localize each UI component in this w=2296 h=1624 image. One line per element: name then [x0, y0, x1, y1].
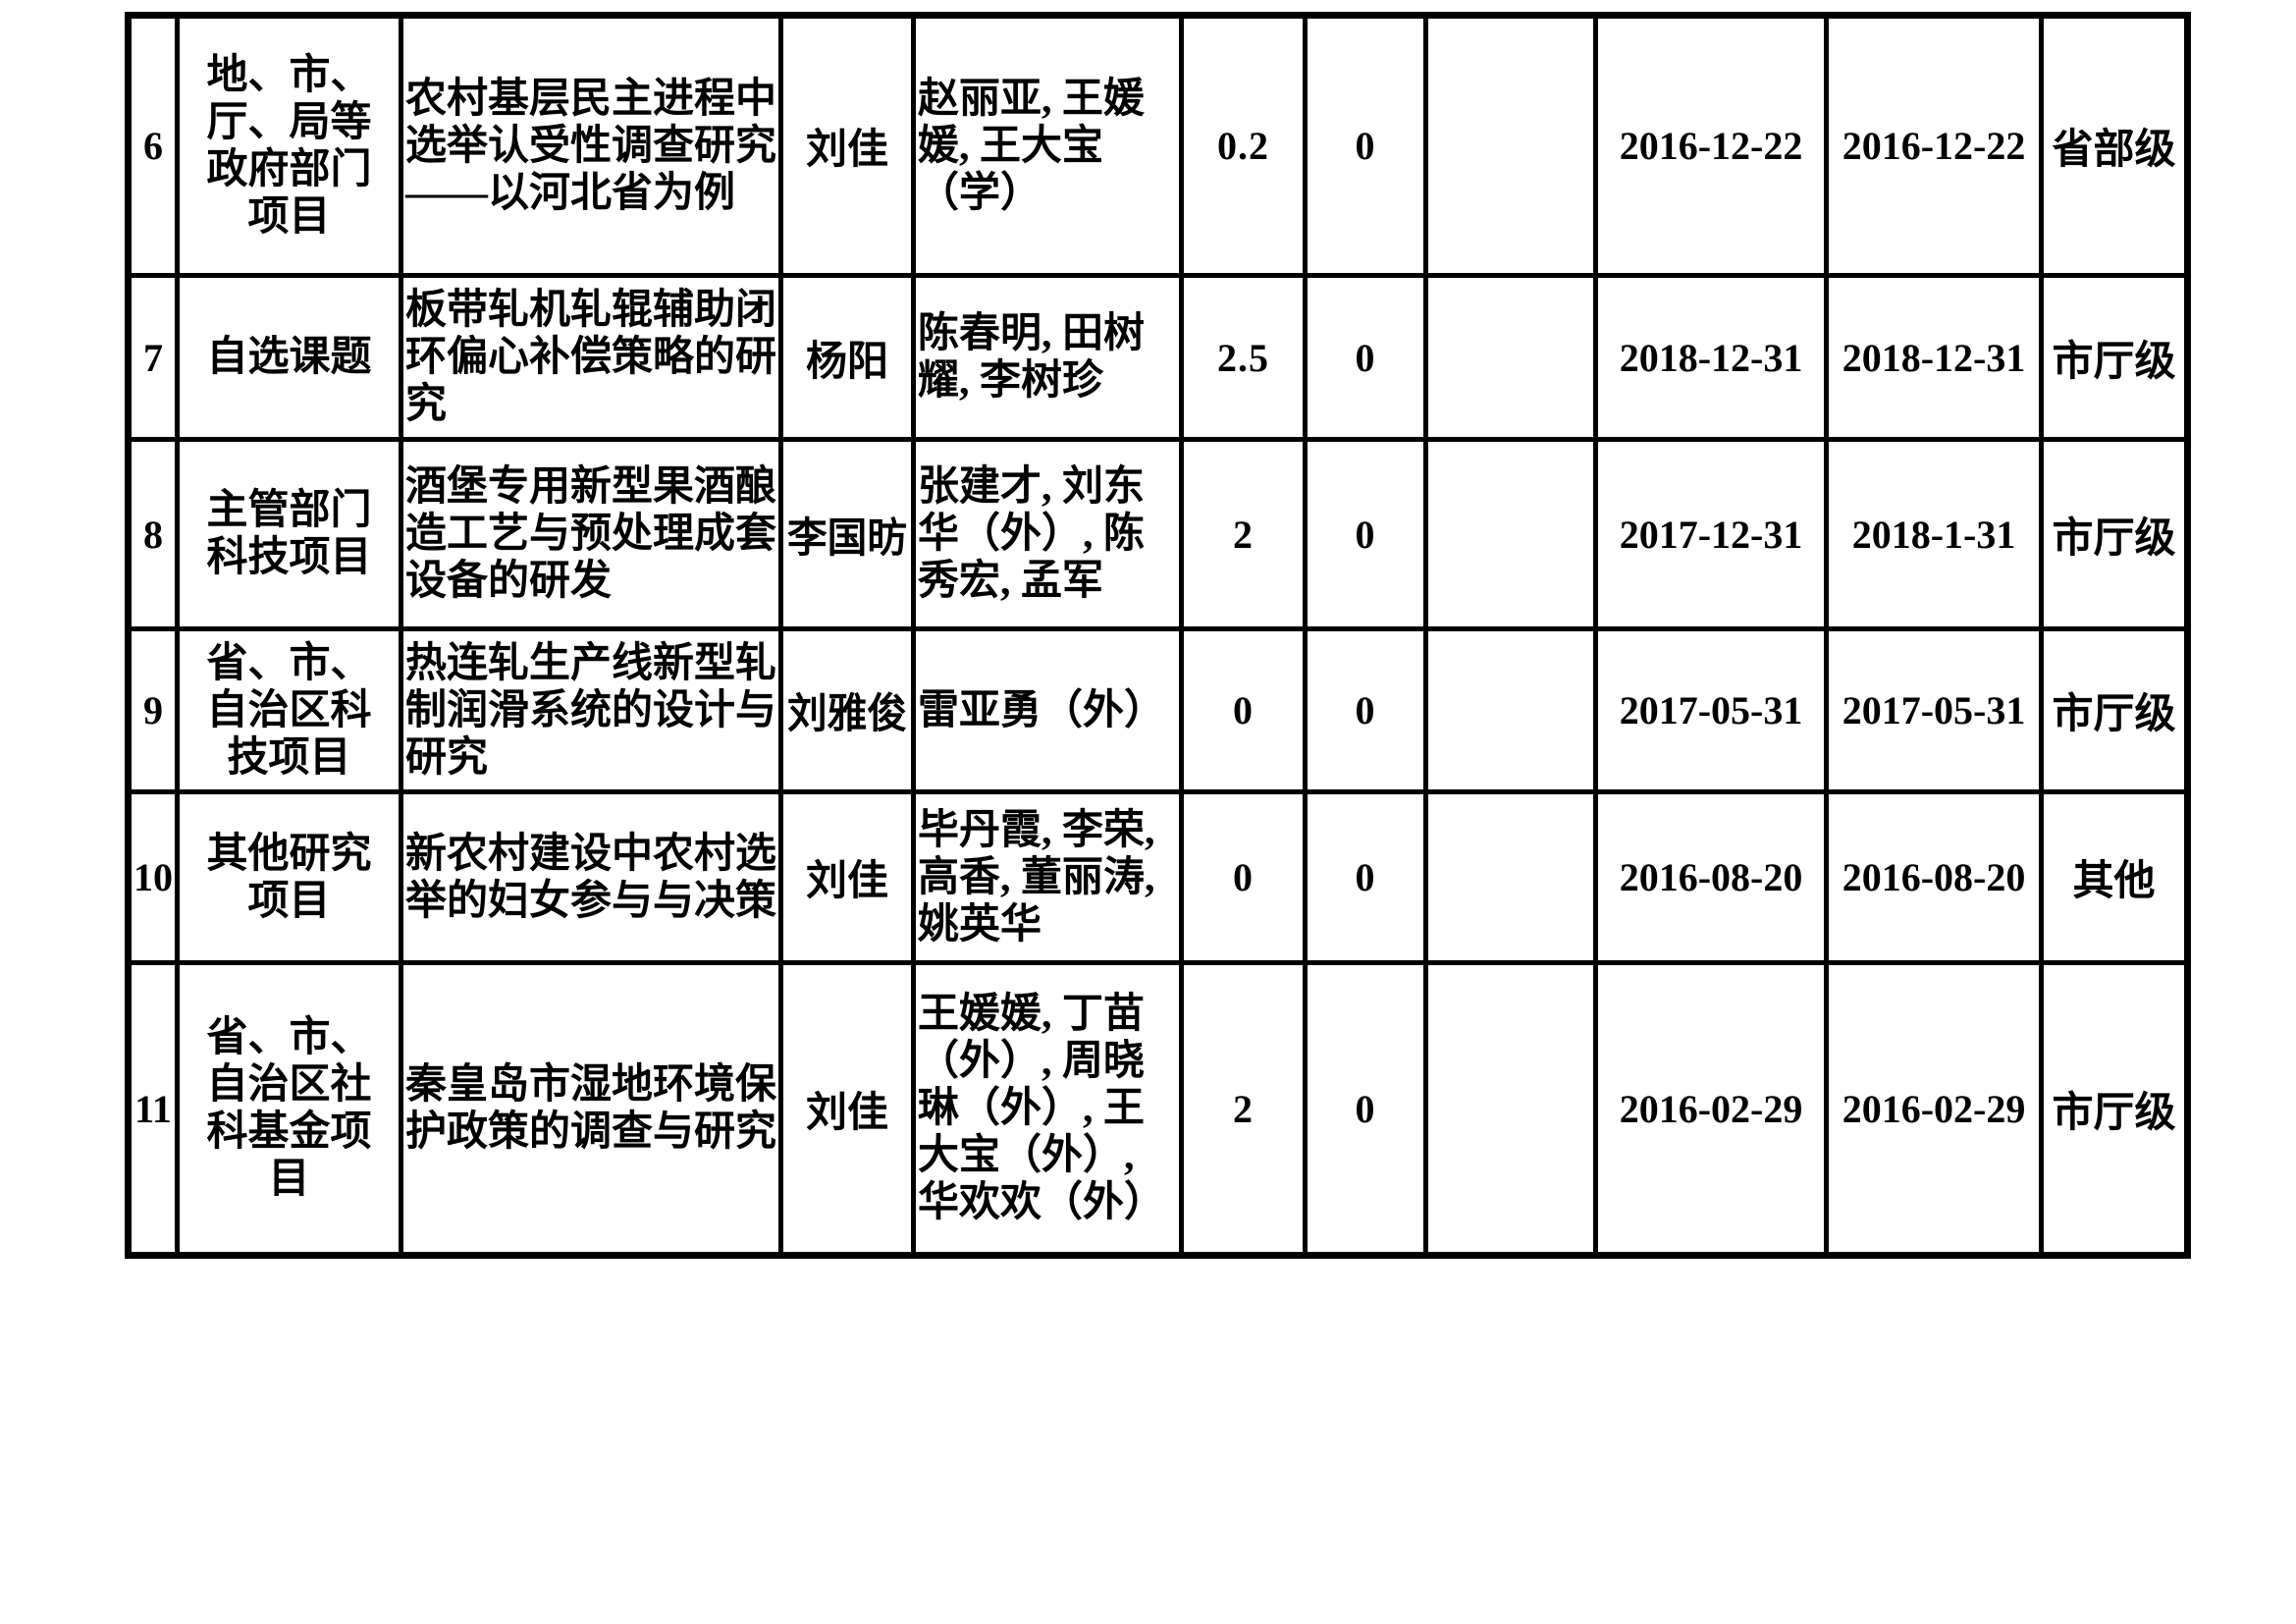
- category-text: 其他研究项目: [206, 831, 372, 924]
- cell-date-end: 2017-05-31: [1824, 626, 2045, 794]
- cell-value2: 0: [1303, 626, 1429, 794]
- cell-row-number: 9: [126, 626, 180, 794]
- leader-text: 刘佳: [806, 1090, 889, 1136]
- table-row: 7 自选课题 板带轧机轧辊辅助闭环偏心补偿策略的研究 杨阳 陈春明, 田树耀, …: [126, 273, 2191, 442]
- cell-date-start: 2017-05-31: [1593, 626, 1830, 794]
- cell-leader: 刘佳: [777, 789, 917, 965]
- cell-row-number: 8: [126, 437, 180, 631]
- cell-leader: 刘佳: [777, 960, 917, 1258]
- projects-table-grid: 6 地、市、厅、局等政府部门项目 农村基层民主进程中选举认受性调查研究——以河北…: [125, 12, 2192, 1259]
- cell-date-start: 2016-08-20: [1593, 789, 1830, 965]
- cell-funding: 0: [1179, 626, 1308, 794]
- cell-blank: [1423, 626, 1599, 794]
- cell-blank: [1423, 273, 1599, 442]
- leader-text: 杨阳: [806, 339, 889, 385]
- cell-participants: 毕丹霞, 李荣, 高香, 董丽涛, 姚英华: [911, 789, 1185, 965]
- cell-project-category: 主管部门科技项目: [175, 437, 403, 631]
- cell-value2: 0: [1303, 437, 1429, 631]
- cell-blank: [1423, 13, 1599, 278]
- cell-row-number: 10: [126, 789, 180, 965]
- cell-project-category: 自选课题: [175, 273, 403, 442]
- cell-value2: 0: [1303, 273, 1429, 442]
- cell-level: 市厅级: [2039, 626, 2191, 794]
- leader-text: 刘雅俊: [787, 692, 907, 737]
- cell-project-title: 农村基层民主进程中选举认受性调查研究——以河北省为例: [399, 13, 783, 278]
- cell-project-title: 秦皇岛市湿地环境保护政策的调查与研究: [399, 960, 783, 1258]
- cell-date-end: 2018-12-31: [1824, 273, 2045, 442]
- cell-date-end: 2016-08-20: [1824, 789, 2045, 965]
- cell-project-category: 其他研究项目: [175, 789, 403, 965]
- category-text: 自选课题: [206, 335, 372, 380]
- cell-blank: [1423, 789, 1599, 965]
- cell-value2: 0: [1303, 960, 1429, 1258]
- cell-date-start: 2016-02-29: [1593, 960, 1830, 1258]
- cell-row-number: 6: [126, 13, 180, 278]
- cell-blank: [1423, 960, 1599, 1258]
- table-row: 11 省、市、自治区社科基金项目 秦皇岛市湿地环境保护政策的调查与研究 刘佳 王…: [126, 960, 2191, 1258]
- leader-text: 刘佳: [806, 859, 889, 904]
- cell-leader: 刘雅俊: [777, 626, 917, 794]
- cell-value2: 0: [1303, 13, 1429, 278]
- cell-funding: 0: [1179, 789, 1308, 965]
- cell-project-category: 省、市、自治区社科基金项目: [175, 960, 403, 1258]
- cell-date-start: 2018-12-31: [1593, 273, 1830, 442]
- cell-level: 省部级: [2039, 13, 2191, 278]
- category-text: 省、市、自治区科技项目: [206, 640, 372, 781]
- cell-funding: 2: [1179, 960, 1308, 1258]
- cell-project-category: 省、市、自治区科技项目: [175, 626, 403, 794]
- cell-value2: 0: [1303, 789, 1429, 965]
- cell-project-title: 酒堡专用新型果酒酿造工艺与预处理成套设备的研发: [399, 437, 783, 631]
- table-row: 8 主管部门科技项目 酒堡专用新型果酒酿造工艺与预处理成套设备的研发 李国昉 张…: [126, 437, 2191, 631]
- projects-table: 6 地、市、厅、局等政府部门项目 农村基层民主进程中选举认受性调查研究——以河北…: [125, 12, 2192, 1259]
- category-text: 省、市、自治区社科基金项目: [206, 1015, 372, 1202]
- cell-funding: 2.5: [1179, 273, 1308, 442]
- cell-project-title: 热连轧生产线新型轧制润滑系统的设计与研究: [399, 626, 783, 794]
- leader-text: 刘佳: [806, 128, 889, 173]
- category-text: 地、市、厅、局等政府部门项目: [206, 52, 372, 240]
- cell-date-end: 2018-1-31: [1824, 437, 2045, 631]
- table-row: 10 其他研究项目 新农村建设中农村选举的妇女参与与决策 刘佳 毕丹霞, 李荣,…: [126, 789, 2191, 965]
- leader-text: 李国昉: [787, 515, 907, 562]
- table-row: 6 地、市、厅、局等政府部门项目 农村基层民主进程中选举认受性调查研究——以河北…: [126, 13, 2191, 278]
- cell-participants: 雷亚勇（外）: [911, 626, 1185, 794]
- cell-project-title: 板带轧机轧辊辅助闭环偏心补偿策略的研究: [399, 273, 783, 442]
- cell-participants: 王媛媛, 丁苗（外）, 周晓琳（外）, 王大宝（外）, 华欢欢（外）: [911, 960, 1185, 1258]
- cell-level: 其他: [2039, 789, 2191, 965]
- cell-date-start: 2016-12-22: [1593, 13, 1830, 278]
- cell-participants: 陈春明, 田树耀, 李树珍: [911, 273, 1185, 442]
- cell-funding: 2: [1179, 437, 1308, 631]
- cell-project-title: 新农村建设中农村选举的妇女参与与决策: [399, 789, 783, 965]
- cell-date-end: 2016-12-22: [1824, 13, 2045, 278]
- cell-date-start: 2017-12-31: [1593, 437, 1830, 631]
- cell-row-number: 11: [126, 960, 180, 1258]
- cell-project-category: 地、市、厅、局等政府部门项目: [175, 13, 403, 278]
- cell-level: 市厅级: [2039, 273, 2191, 442]
- cell-level: 市厅级: [2039, 437, 2191, 631]
- cell-funding: 0.2: [1179, 13, 1308, 278]
- cell-participants: 张建才, 刘东华（外）, 陈秀宏, 孟军: [911, 437, 1185, 631]
- cell-row-number: 7: [126, 273, 180, 442]
- cell-date-end: 2016-02-29: [1824, 960, 2045, 1258]
- cell-level: 市厅级: [2039, 960, 2191, 1258]
- category-text: 主管部门科技项目: [206, 488, 372, 580]
- cell-leader: 李国昉: [777, 437, 917, 631]
- cell-leader: 杨阳: [777, 273, 917, 442]
- cell-leader: 刘佳: [777, 13, 917, 278]
- cell-blank: [1423, 437, 1599, 631]
- cell-participants: 赵丽亚, 王媛媛, 王大宝（学）: [911, 13, 1185, 278]
- table-row: 9 省、市、自治区科技项目 热连轧生产线新型轧制润滑系统的设计与研究 刘雅俊 雷…: [126, 626, 2191, 794]
